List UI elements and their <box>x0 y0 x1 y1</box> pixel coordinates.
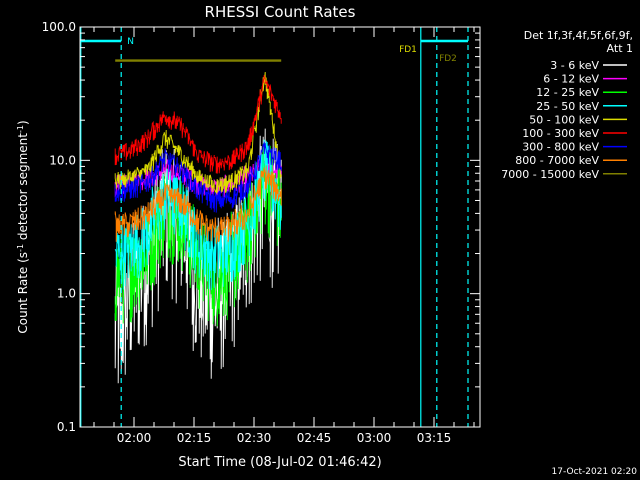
legend-label: 7000 - 15000 keV <box>501 168 599 181</box>
x-tick-label: 03:00 <box>357 431 392 445</box>
legend-label: 6 - 12 keV <box>543 73 599 86</box>
x-tick-label: 02:15 <box>177 431 212 445</box>
plot-area: N FD1 FD2 <box>80 27 469 427</box>
legend-label: 800 - 7000 keV <box>515 154 599 167</box>
legend-label: 3 - 6 keV <box>550 59 599 72</box>
legend-label: 100 - 300 keV <box>522 127 599 140</box>
series-line-1 <box>114 155 282 199</box>
x-tick-label: 03:15 <box>417 431 452 445</box>
y-axis: 0.1 1.0 10.0 100.0 <box>42 20 480 434</box>
chart-title: RHESSI Count Rates <box>205 3 356 21</box>
legend-header: Det 1f,3f,4f,5f,6f,9f, <box>524 29 633 42</box>
x-axis-label: Start Time (08-Jul-02 01:46:42) <box>178 455 381 470</box>
y-tick-label: 100.0 <box>42 20 76 34</box>
legend-label: 25 - 50 keV <box>536 100 599 113</box>
annotation-label: FD1 <box>399 45 417 55</box>
y-tick-label: 0.1 <box>57 420 76 434</box>
legend-label: 300 - 800 keV <box>522 141 599 154</box>
plot-frame <box>79 26 481 428</box>
x-tick-label: 02:45 <box>297 431 332 445</box>
legend-attenuator: Att 1 <box>607 42 633 55</box>
annotation-label: N <box>127 37 134 47</box>
render-timestamp: 17-Oct-2021 02:20 <box>552 467 638 477</box>
y-axis-label: Count Rate (s-1 detector segment-1) <box>16 120 31 333</box>
x-tick-label: 02:00 <box>117 431 152 445</box>
legend-label: 50 - 100 keV <box>529 113 599 126</box>
y-tick-label: 1.0 <box>57 287 76 301</box>
x-axis: 02:00 02:15 02:30 02:45 03:00 03:15 <box>93 27 475 445</box>
series-line-6 <box>114 141 282 213</box>
series-line-7 <box>114 165 282 244</box>
annotation-label: FD2 <box>439 54 457 64</box>
y-tick-label: 10.0 <box>49 153 76 167</box>
series-line-5 <box>114 75 282 174</box>
x-tick-label: 02:30 <box>237 431 272 445</box>
legend-label: 12 - 25 keV <box>536 86 599 99</box>
